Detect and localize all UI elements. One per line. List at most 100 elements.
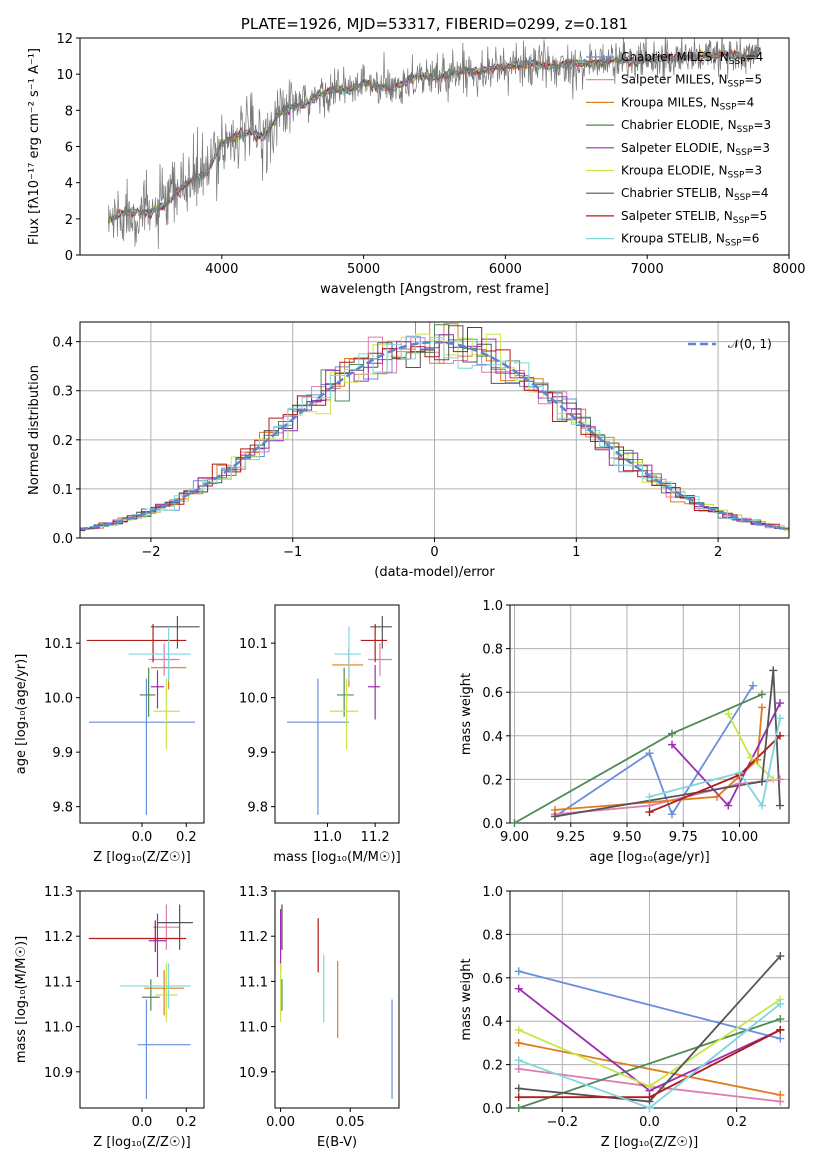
y-tick-label: 11.0: [239, 1021, 268, 1036]
weight-marker: [514, 1056, 523, 1065]
weight-marker: [514, 1084, 523, 1093]
weight-line-2: [518, 1042, 781, 1096]
weight-marker: [724, 710, 733, 718]
x-tick-label: 0.05: [336, 1115, 365, 1130]
y-tick-label: 10.1: [44, 637, 73, 652]
x-tick-label: 8000: [772, 262, 805, 277]
x-tick-label: 11.0: [313, 830, 342, 845]
y-tick-label: 0.4: [482, 730, 503, 745]
legend-tail: =4: [746, 50, 764, 64]
x-tick-label: −0.2: [547, 1115, 579, 1130]
legend-entry: Salpeter MILES, NSSP=5: [621, 73, 762, 90]
weight-marker: [514, 1064, 523, 1073]
axes-frame: [509, 604, 790, 824]
y-tick-label: 0.2: [52, 434, 73, 449]
histogram-1: [80, 336, 789, 531]
x-axis-label: age [log₁₀(age/yr)]: [589, 850, 710, 865]
histogram-5: [80, 333, 789, 532]
y-tick-label: 11.1: [239, 975, 268, 990]
plot-area: [86, 615, 200, 815]
legend-tail: =4: [737, 95, 755, 109]
legend-entry: Kroupa ELODIE, NSSP=3: [621, 164, 762, 181]
x-axis-label: mass [log₁₀(M/M☉)]: [273, 850, 400, 865]
y-tick-label: 0.2: [482, 773, 503, 788]
y-tick-label: 11.1: [44, 975, 73, 990]
legend-sub: SSP: [737, 125, 754, 135]
y-axis-label: age [log₁₀(age/yr)]: [14, 654, 29, 775]
y-axis-label: mass [log₁₀(M/M☉)]: [14, 936, 29, 1063]
legend-text: Chabrier STELIB, N: [621, 186, 734, 200]
y-tick-label: 10.0: [239, 692, 268, 707]
y-axis-label: mass weight: [459, 958, 474, 1040]
weight-marker: [645, 1082, 654, 1091]
y-tick-label: 0.0: [52, 532, 73, 547]
weight-marker: [668, 740, 676, 749]
y-tick-label: 10.9: [44, 1066, 73, 1081]
y-tick-label: 10: [56, 68, 73, 83]
x-tick-label: 6000: [489, 262, 522, 277]
legend-tail: =6: [742, 232, 760, 246]
y-tick-label: 0: [65, 249, 73, 264]
panel-spectrum: 4000 5000 6000 7000 8000 0 2 4 6 8 10 12 wavelength …: [27, 15, 806, 297]
legend-entry: 𝒩(0, 1): [728, 337, 772, 351]
legend-tail: =4: [751, 186, 769, 200]
y-tick-label: 1.0: [482, 885, 503, 900]
y-tick-label: 11.0: [44, 1021, 73, 1036]
weight-line-8: [649, 718, 781, 808]
y-tick-label: 9.8: [247, 801, 268, 816]
y-tick-label: 4: [65, 177, 73, 192]
x-tick-label: 10.00: [721, 830, 758, 845]
model-spectrum-8: [108, 48, 761, 223]
panel-mass-vs-EBV: 0.00 0.05 10.9 11.0 11.1 11.2 11.3 E(B-V): [239, 885, 400, 1150]
y-tick-label: 0.8: [482, 928, 503, 943]
panel-age-vs-mass: 11.0 11.2 9.8 9.9 10.0 10.1 mass [log₁₀(M/M☉)]: [239, 604, 401, 865]
legend-entry: Chabrier ELODIE, NSSP=3: [621, 118, 771, 135]
y-tick-label: 10.9: [239, 1066, 268, 1081]
weight-marker: [776, 1015, 785, 1024]
weight-marker: [746, 753, 755, 762]
weight-marker: [776, 775, 784, 784]
y-tick-label: 0.3: [52, 385, 73, 400]
legend-sub: SSP: [725, 239, 742, 249]
weight-marker: [769, 775, 778, 784]
x-tick-label: −2: [141, 545, 160, 560]
weight-line-8: [518, 1003, 781, 1108]
legend-text: Chabrier MILES, N: [621, 50, 729, 64]
x-axis-label: wavelength [Angstrom, rest frame]: [320, 282, 549, 297]
legend-tail: =3: [752, 141, 770, 155]
legend-tail: =5: [750, 209, 768, 223]
x-axis-label: Z [log₁₀(Z/Z☉)]: [93, 850, 190, 865]
y-tick-label: 0.6: [482, 686, 503, 701]
model-spectrum-7: [107, 47, 761, 224]
legend-sub: SSP: [729, 57, 746, 67]
y-tick-label: 11.2: [44, 930, 73, 945]
legend-entry: Kroupa STELIB, NSSP=6: [621, 232, 759, 249]
x-tick-label: 0.00: [266, 1115, 295, 1130]
axes-frame: [274, 604, 400, 824]
plot-area: [80, 322, 789, 532]
y-tick-label: 10.1: [239, 637, 268, 652]
legend-entry: Kroupa MILES, NSSP=4: [621, 95, 754, 112]
x-axis-label: E(B-V): [317, 1135, 357, 1150]
weight-marker: [769, 666, 778, 675]
x-axis-label: (data-model)/error: [374, 565, 495, 580]
weight-marker: [758, 777, 766, 786]
legend-sub: SSP: [728, 171, 745, 181]
weight-marker: [514, 1104, 523, 1112]
weight-marker: [514, 967, 523, 976]
weight-marker: [776, 1090, 785, 1099]
x-tick-label: 9.75: [669, 830, 698, 845]
weight-marker: [551, 812, 559, 821]
legend-sub: SSP: [720, 102, 737, 112]
x-tick-label: 0.0: [639, 1115, 660, 1130]
x-tick-label: 0.0: [132, 1115, 153, 1130]
y-axis-label: Flux [fλ10⁻¹⁷ erg cm⁻² s⁻¹ A⁻¹]: [27, 48, 42, 245]
weight-marker: [776, 1025, 785, 1034]
plot-area: [107, 38, 761, 250]
axes-frame: [79, 890, 205, 1109]
legend-text: Kroupa ELODIE, N: [621, 164, 728, 178]
weight-marker: [645, 792, 654, 801]
legend-tail: =3: [753, 118, 771, 132]
weight-marker: [776, 1034, 785, 1043]
